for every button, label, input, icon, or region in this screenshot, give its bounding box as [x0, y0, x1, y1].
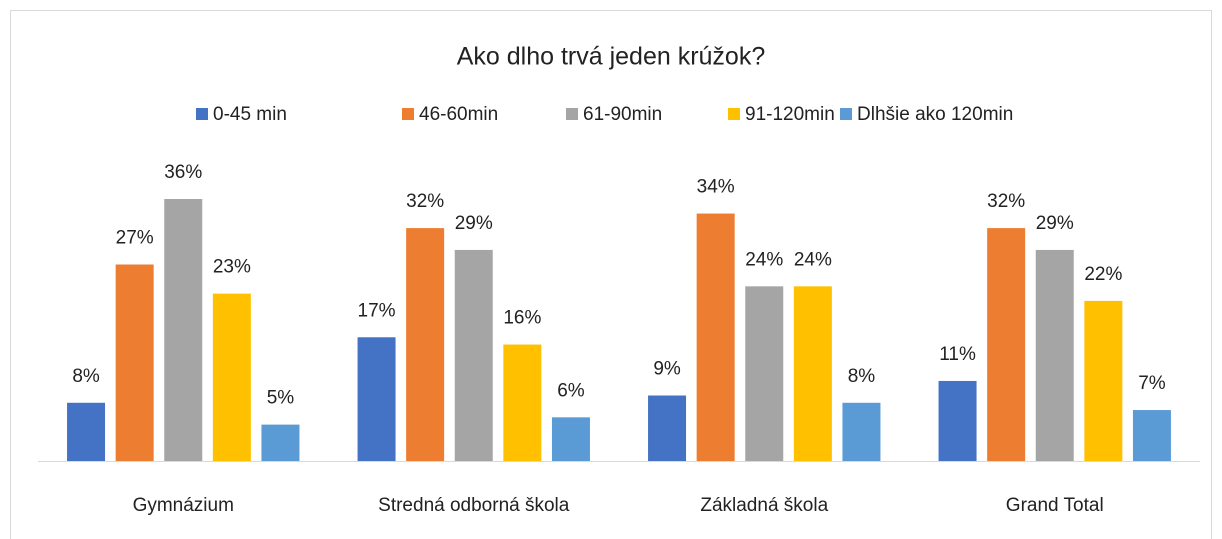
- bar: [551, 417, 590, 461]
- bar: [503, 344, 542, 461]
- legend-label: 61-90min: [583, 104, 662, 125]
- legend-swatch: [840, 108, 852, 120]
- legend-label: 0-45 min: [213, 104, 287, 125]
- data-label: 23%: [213, 257, 251, 278]
- bar: [1084, 300, 1123, 461]
- chart-title: Ako dlho trvá jeden krúžok?: [457, 43, 766, 71]
- legend-label: 46-60min: [419, 104, 498, 125]
- data-label: 5%: [267, 388, 295, 409]
- bar: [793, 286, 832, 461]
- data-label: 11%: [939, 344, 976, 365]
- data-label: 7%: [1138, 373, 1166, 394]
- bar: [115, 264, 154, 461]
- data-label: 9%: [653, 359, 681, 380]
- data-label: 16%: [503, 308, 541, 329]
- bar: [696, 213, 735, 461]
- x-tick-label: Gymnázium: [133, 495, 234, 516]
- x-tick-label: Základná škola: [700, 495, 828, 516]
- data-label: 24%: [794, 249, 832, 270]
- bar: [1132, 410, 1171, 461]
- data-label: 36%: [164, 162, 202, 183]
- data-label: 17%: [358, 300, 396, 321]
- bar: [357, 337, 396, 461]
- x-tick-label: Grand Total: [1006, 495, 1104, 516]
- bar: [406, 228, 445, 461]
- legend-swatch: [196, 108, 208, 120]
- data-label: 32%: [987, 191, 1025, 212]
- data-label: 27%: [116, 228, 154, 249]
- legend-swatch: [566, 108, 578, 120]
- legend-label: Dlhšie ako 120min: [857, 104, 1013, 125]
- bar: [261, 424, 300, 461]
- data-label: 22%: [1084, 264, 1122, 285]
- data-label: 34%: [697, 177, 735, 198]
- data-label: 8%: [72, 366, 100, 387]
- data-label: 8%: [848, 366, 876, 387]
- bar: [648, 395, 687, 461]
- bar: [745, 286, 784, 461]
- x-tick-label: Stredná odborná škola: [378, 495, 570, 516]
- data-label: 29%: [1036, 213, 1074, 234]
- legend-swatch: [728, 108, 740, 120]
- bar: [454, 249, 493, 461]
- bar: [212, 293, 251, 461]
- bar: [938, 380, 977, 461]
- bar: [842, 402, 881, 461]
- data-label: 32%: [406, 191, 444, 212]
- bar: [67, 402, 106, 461]
- legend-swatch: [402, 108, 414, 120]
- data-label: 6%: [557, 380, 585, 401]
- legend-label: 91-120min: [745, 104, 835, 125]
- data-label: 29%: [455, 213, 493, 234]
- bar: [1035, 249, 1074, 461]
- bar: [987, 228, 1026, 461]
- bar: [164, 199, 203, 461]
- data-label: 24%: [745, 249, 783, 270]
